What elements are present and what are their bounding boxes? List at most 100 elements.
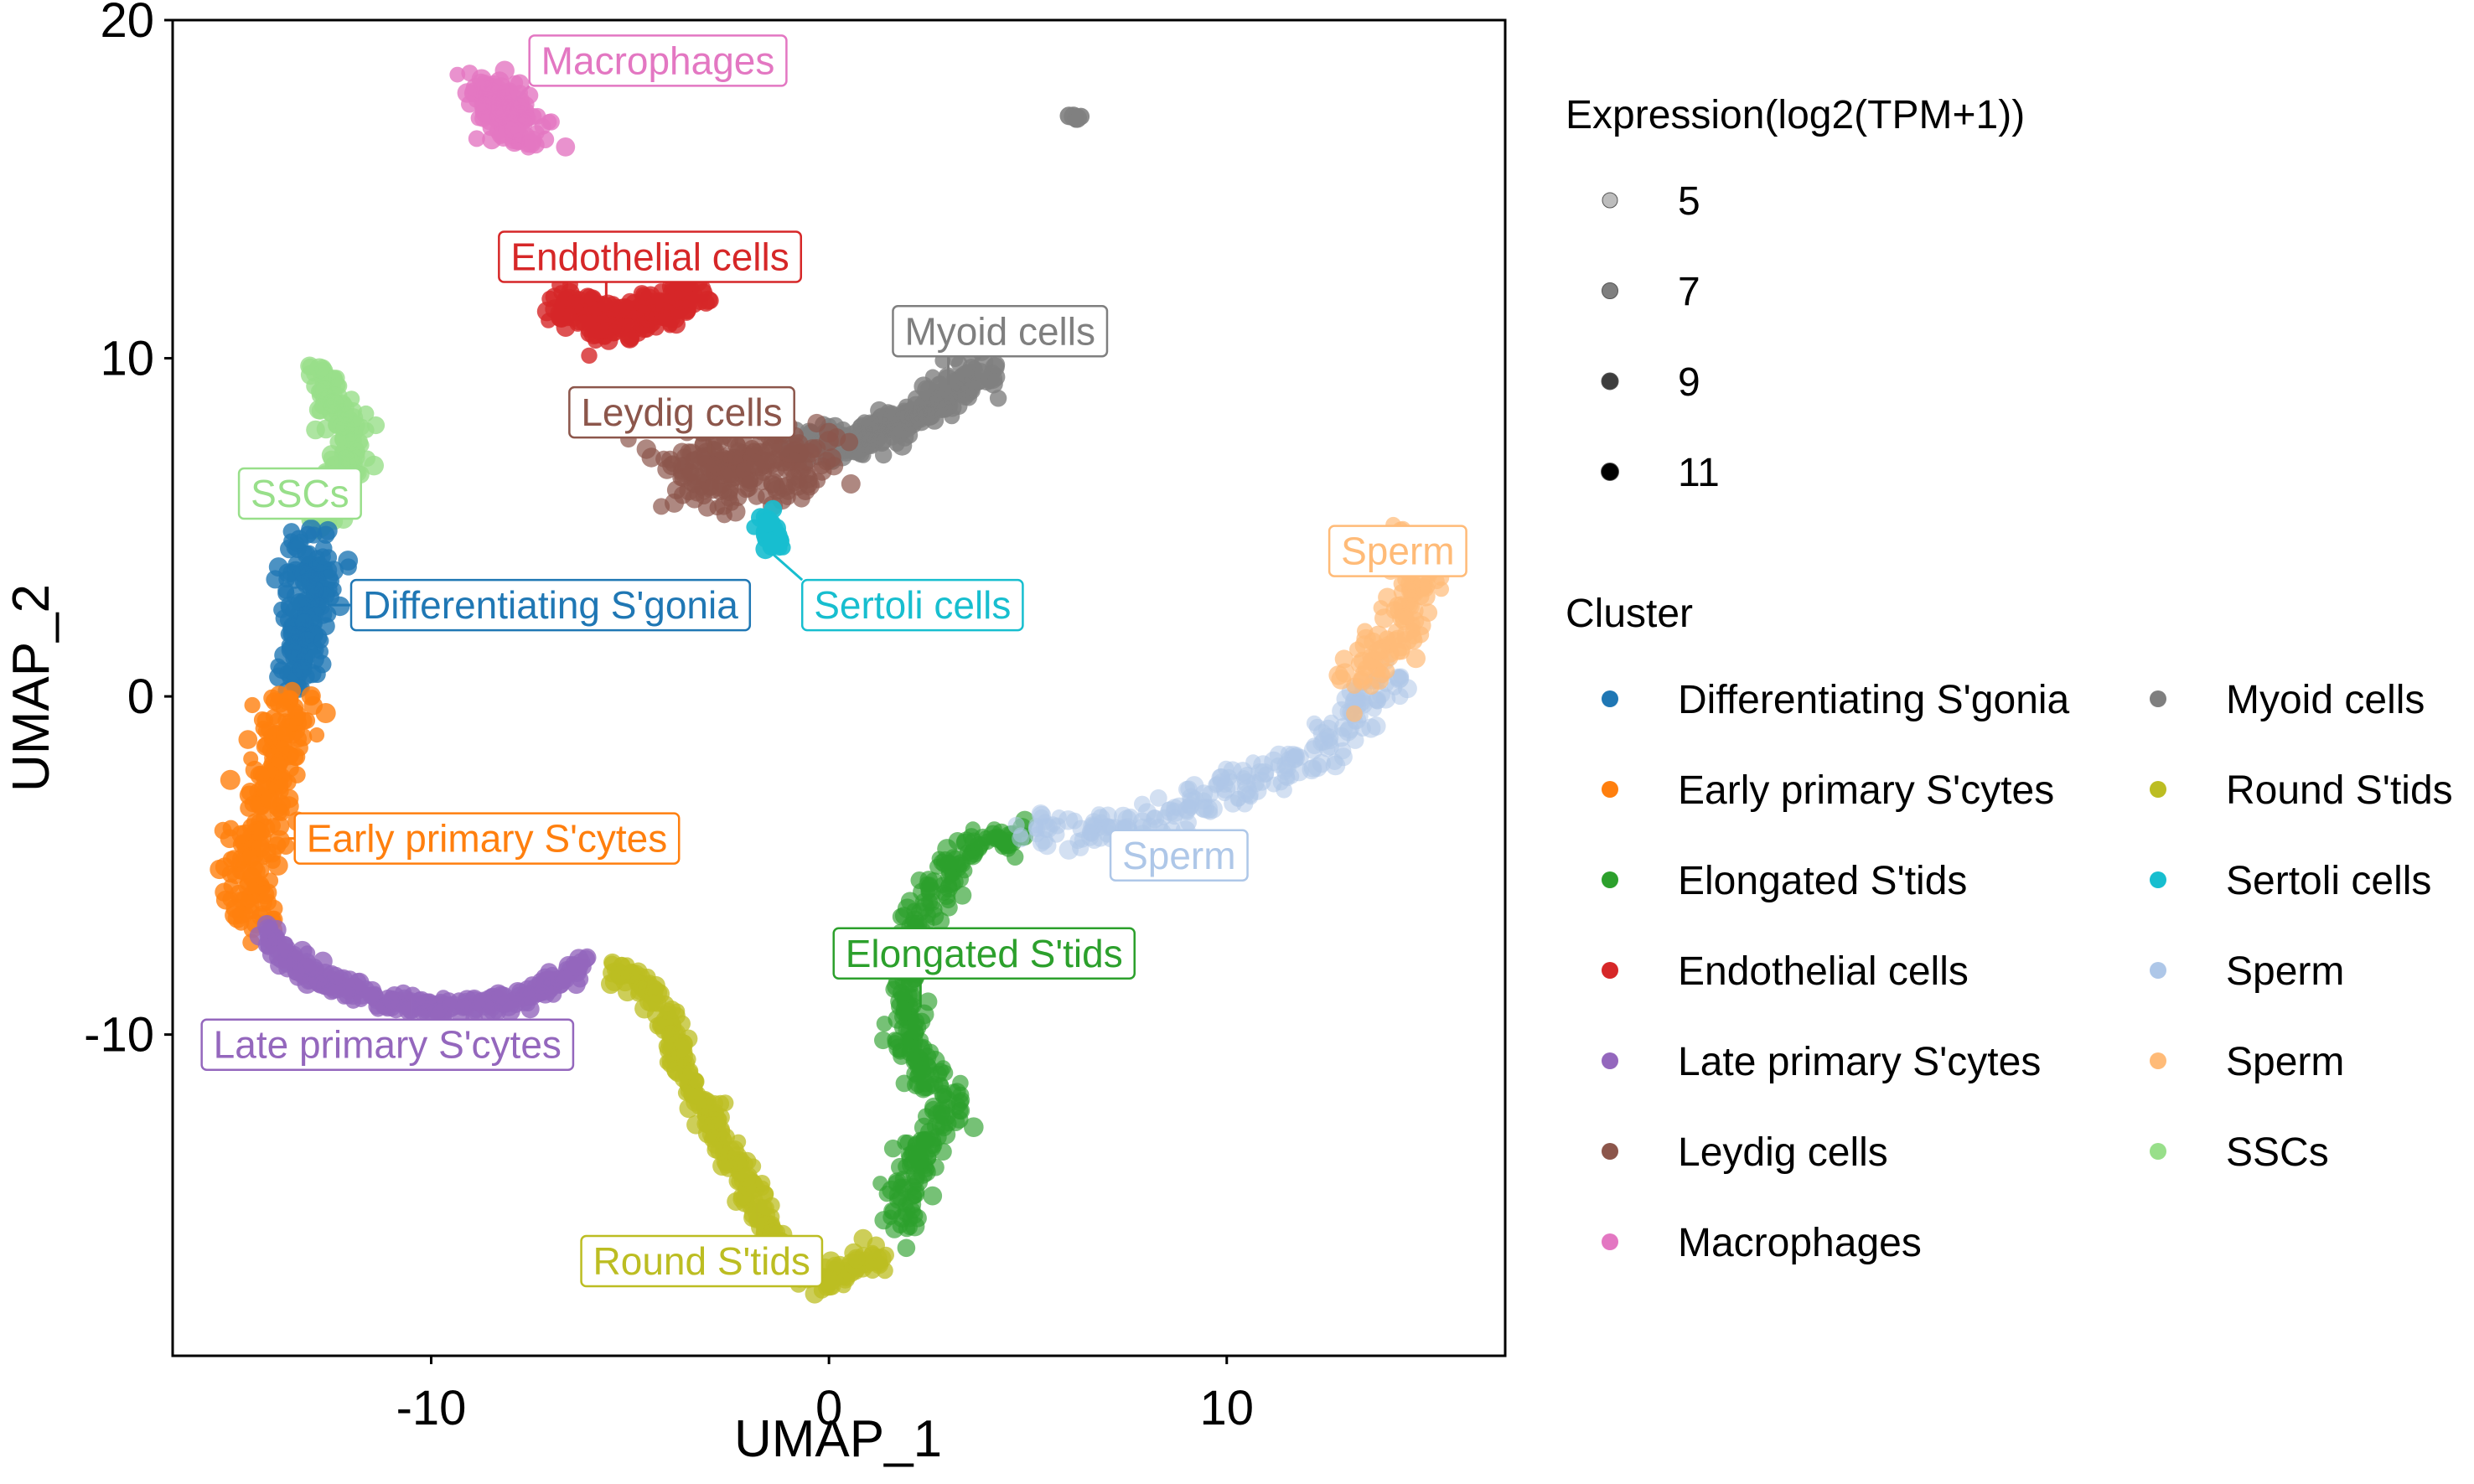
data-point bbox=[603, 316, 622, 336]
data-point bbox=[924, 369, 941, 385]
data-point bbox=[308, 665, 326, 683]
color-legend-label: Early primary S'cytes bbox=[1678, 768, 2054, 813]
color-legend-key bbox=[1602, 871, 1618, 888]
data-point bbox=[920, 878, 939, 897]
data-point bbox=[907, 1018, 927, 1037]
data-point bbox=[805, 1284, 825, 1304]
data-point bbox=[1415, 586, 1436, 607]
color-legend-key bbox=[2150, 1052, 2166, 1069]
data-point bbox=[317, 525, 335, 544]
color-legend-title: Cluster bbox=[1566, 592, 1693, 636]
cluster-label-box bbox=[1328, 525, 1467, 577]
data-point bbox=[1393, 643, 1410, 660]
data-point bbox=[1374, 666, 1390, 683]
data-point bbox=[353, 991, 369, 1007]
data-point bbox=[894, 988, 911, 1005]
data-point bbox=[220, 769, 241, 790]
data-point bbox=[1146, 809, 1162, 825]
data-point bbox=[885, 1220, 904, 1238]
data-point bbox=[1429, 573, 1445, 590]
cluster-label-box bbox=[237, 467, 362, 520]
data-point bbox=[475, 96, 492, 112]
cluster-label-text: Sperm bbox=[1341, 530, 1454, 573]
color-legend-label: Round S'tids bbox=[2226, 768, 2453, 813]
data-point bbox=[847, 1251, 866, 1269]
data-point bbox=[306, 420, 325, 440]
cluster-label-box bbox=[568, 385, 795, 439]
axes-layer: -10 0 10 -10 0 10 20 bbox=[84, 0, 1254, 1435]
data-point bbox=[507, 75, 524, 91]
data-point bbox=[513, 98, 529, 114]
y-tick-label: -10 bbox=[84, 1008, 154, 1063]
data-point bbox=[288, 540, 307, 559]
data-point bbox=[256, 915, 277, 935]
data-point bbox=[1048, 817, 1066, 835]
data-point bbox=[287, 702, 303, 719]
data-point bbox=[277, 837, 295, 855]
data-point bbox=[668, 289, 686, 307]
data-point bbox=[1229, 790, 1246, 808]
data-point bbox=[556, 137, 576, 157]
data-point bbox=[261, 945, 281, 964]
data-point bbox=[337, 449, 355, 467]
data-point bbox=[800, 442, 820, 463]
data-point bbox=[1397, 608, 1415, 625]
data-point bbox=[522, 130, 542, 150]
color-legend-label: Differentiating S'gonia bbox=[1678, 678, 2070, 722]
data-point bbox=[903, 1145, 920, 1162]
data-point bbox=[1318, 727, 1335, 744]
data-point bbox=[261, 872, 279, 889]
data-point bbox=[247, 861, 266, 881]
data-point bbox=[489, 108, 508, 127]
series-sertoli-cells bbox=[746, 499, 791, 560]
cluster-label-box bbox=[580, 1234, 824, 1288]
data-point bbox=[1269, 745, 1289, 765]
color-legend-key bbox=[1602, 962, 1618, 979]
data-point bbox=[272, 661, 291, 680]
data-point bbox=[277, 949, 298, 970]
data-point bbox=[534, 118, 551, 135]
data-point bbox=[366, 416, 386, 435]
data-point bbox=[1031, 804, 1050, 823]
size-legend-label: 9 bbox=[1678, 360, 1700, 405]
data-point bbox=[231, 825, 251, 844]
cluster-label: Sperm bbox=[1109, 825, 1249, 882]
y-tick-label: 0 bbox=[127, 670, 154, 724]
data-point bbox=[682, 1064, 698, 1081]
data-point bbox=[895, 1001, 912, 1017]
color-legend-key bbox=[1602, 690, 1618, 707]
data-point bbox=[669, 1065, 686, 1083]
data-point bbox=[323, 983, 340, 1001]
color-legend-key bbox=[2150, 1143, 2166, 1160]
x-axis-title: UMAP_1 bbox=[734, 1410, 942, 1468]
cluster-label-box bbox=[800, 578, 1024, 632]
data-point bbox=[924, 1067, 940, 1083]
data-point bbox=[1194, 799, 1214, 819]
data-point bbox=[1177, 800, 1196, 820]
data-point bbox=[303, 958, 323, 978]
color-legend-key bbox=[2150, 962, 2166, 979]
data-point bbox=[655, 450, 672, 468]
data-point bbox=[874, 1031, 893, 1050]
data-point bbox=[788, 475, 808, 496]
data-point bbox=[966, 363, 984, 381]
data-point bbox=[1090, 806, 1107, 823]
data-point bbox=[308, 727, 325, 743]
data-point bbox=[215, 857, 235, 876]
data-point bbox=[1272, 774, 1289, 791]
x-tick-label: 0 bbox=[815, 1381, 842, 1435]
data-point bbox=[989, 390, 1007, 407]
data-point bbox=[660, 1025, 680, 1044]
data-point bbox=[1134, 795, 1151, 813]
data-point bbox=[261, 789, 278, 807]
data-point bbox=[1328, 665, 1348, 685]
color-legend-label: Late primary S'cytes bbox=[1678, 1040, 2041, 1084]
cluster-label: Round S'tids bbox=[580, 1203, 824, 1288]
data-point bbox=[265, 899, 283, 918]
y-tick-label: 10 bbox=[100, 332, 154, 386]
data-point bbox=[725, 501, 746, 522]
color-legend-label: Sertoli cells bbox=[2226, 859, 2431, 903]
data-point bbox=[758, 488, 774, 505]
